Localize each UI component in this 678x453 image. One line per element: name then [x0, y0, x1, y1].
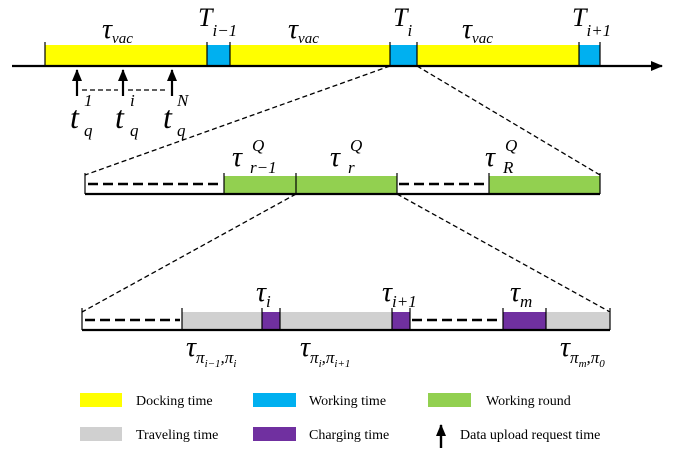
- round-label-last: τ: [485, 142, 496, 173]
- request-label-1-sup: 1: [84, 91, 93, 110]
- zoom-lines-lower: [81, 193, 611, 313]
- legend-swatch-charging: [253, 427, 296, 441]
- docking-segment: [417, 45, 579, 65]
- docking-label: τvac: [102, 14, 133, 47]
- legend-label-charging: Charging time: [309, 428, 389, 443]
- zoom-lines-upper: [84, 65, 601, 176]
- legend-swatch-traveling: [80, 427, 122, 441]
- working-segment: [207, 45, 230, 65]
- working-label-prev: Ti−1: [198, 3, 237, 40]
- segment-boundaries: [44, 42, 601, 66]
- legend-swatch-round: [428, 393, 471, 407]
- request-label-n: t: [163, 99, 173, 135]
- legend-label-request: Data upload request time: [460, 428, 600, 443]
- legend-label-docking: Docking time: [136, 394, 213, 409]
- middle-timeline: τ Q r−1 τ Q r τ Q R: [84, 136, 601, 196]
- working-segment: [390, 45, 417, 65]
- round-label-prev-sup: Q: [252, 136, 264, 155]
- charging-segment: [503, 312, 546, 330]
- bottom-boundaries: [81, 308, 611, 330]
- traveling-label-prev: τπi−1,πi: [186, 332, 236, 370]
- docking-label: τvac: [288, 14, 319, 47]
- charging-segment: [392, 312, 410, 330]
- round-label-prev: τ: [232, 142, 243, 173]
- docking-segment: [230, 45, 390, 65]
- charging-label-i: τi: [256, 277, 271, 311]
- working-segment: [579, 45, 600, 65]
- traveling-segment: [182, 312, 262, 330]
- top-timeline: τvac τvac τvac Ti−1 Ti Ti+1 t 1 q t i q …: [12, 3, 663, 140]
- charging-label-next: τi+1: [382, 277, 417, 311]
- legend-label-round: Working round: [486, 394, 571, 409]
- traveling-segment: [546, 312, 610, 330]
- traveling-segment: [280, 312, 392, 330]
- round-label-prev-sub: r−1: [250, 158, 277, 177]
- request-label-n-sup: N: [176, 91, 190, 110]
- request-label-n-sub: q: [177, 121, 186, 140]
- request-label-1-sub: q: [84, 121, 93, 140]
- docking-label: τvac: [462, 14, 493, 47]
- middle-boundaries: [84, 173, 601, 194]
- working-label-current: Ti: [393, 3, 412, 40]
- traveling-label-last: τπm,π0: [560, 332, 605, 370]
- request-label-i-sub: q: [130, 121, 139, 140]
- round-label-last-sup: Q: [505, 136, 517, 155]
- request-label-i-sup: i: [130, 91, 135, 110]
- round-label-last-sub: R: [502, 158, 514, 177]
- working-round-segment: [296, 176, 397, 194]
- legend-label-traveling: Traveling time: [136, 428, 218, 443]
- round-label-current: τ: [330, 142, 341, 173]
- working-label-next: Ti+1: [572, 3, 611, 40]
- legend-swatch-docking: [80, 393, 122, 407]
- working-round-segment: [224, 176, 296, 194]
- legend-swatch-working: [253, 393, 296, 407]
- round-label-current-sub: r: [348, 158, 355, 177]
- docking-segment: [45, 45, 207, 65]
- working-round-segment: [489, 176, 600, 194]
- request-label-1: t: [70, 99, 80, 135]
- traveling-label-current: τπi,πi+1: [300, 332, 350, 370]
- round-label-current-sup: Q: [350, 136, 362, 155]
- legend-label-working: Working time: [309, 394, 386, 409]
- request-arrows: [72, 69, 177, 96]
- charging-label-m: τm: [510, 277, 532, 311]
- bottom-timeline: τi τi+1 τm τπi−1,πi τπi,πi+1 τπm,π0: [81, 277, 611, 370]
- charging-segment: [262, 312, 280, 330]
- legend: Docking time Working time Working round …: [80, 393, 600, 448]
- request-label-i: t: [115, 99, 125, 135]
